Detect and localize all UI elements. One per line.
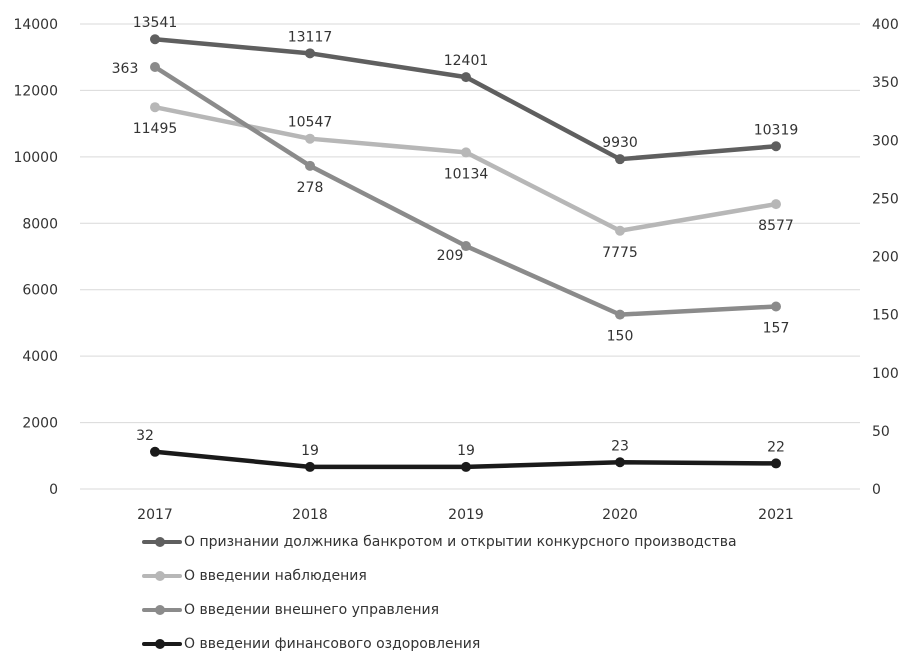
x-tick-label: 2019 [448,507,484,520]
data-label: 32 [136,428,154,444]
y-left-tick-label: 14000 [13,17,58,33]
data-point [461,461,471,472]
data-label: 12401 [444,53,489,69]
data-label: 278 [297,180,324,196]
data-label: 22 [767,439,785,455]
data-point [150,446,160,457]
data-label: 23 [611,438,629,454]
y-right-tick-label: 50 [872,424,890,440]
y-left-tick-label: 8000 [22,216,58,232]
data-label: 363 [112,61,139,77]
data-label: 11495 [133,121,178,137]
y-right-tick-label: 0 [872,482,881,498]
legend-marker-bankruptcy [140,532,184,552]
data-label: 7775 [602,245,638,261]
y-left-tick-label: 6000 [22,283,58,299]
line-chart: 0 2000 4000 6000 8000 10000 12000 14000 0 50 100 15… [13,15,899,520]
legend-label-bankruptcy: О признании должника банкротом и открыти… [184,534,737,550]
data-point [771,301,781,312]
data-label: 10547 [288,115,333,131]
x-tick-label: 2021 [758,507,794,520]
legend-marker-financial-recovery [140,634,184,654]
series-line [152,64,779,317]
data-label: 13117 [288,29,333,45]
data-point [461,241,471,252]
data-point [615,225,625,236]
legend-item-bankruptcy[interactable]: О признании должника банкротом и открыти… [140,532,737,552]
data-label: 13541 [133,15,178,31]
x-tick-label: 2017 [137,507,173,520]
data-point [615,154,625,165]
y-right-tick-label: 100 [872,366,899,382]
data-label: 9930 [602,135,638,151]
legend-label-external-management: О введении внешнего управления [184,602,440,618]
y-right-tick-label: 350 [872,75,899,91]
data-point [150,62,160,73]
data-point [305,461,315,472]
y-left-tick-label: 2000 [22,416,58,432]
data-point [615,309,625,320]
data-label: 157 [763,320,790,336]
legend-marker-external-management [140,600,184,620]
legend-item-financial-recovery[interactable]: О введении финансового оздоровления [140,634,480,654]
x-tick-label: 2018 [292,507,328,520]
y-left-tick-label: 4000 [22,349,58,365]
data-point [771,141,781,152]
data-point [150,34,160,45]
data-label: 10319 [754,122,799,138]
y-right-tick-label: 400 [872,17,899,33]
data-point [305,133,315,144]
data-label: 8577 [758,218,794,234]
data-label: 10134 [444,166,489,182]
legend-item-observation[interactable]: О введении наблюдения [140,566,367,586]
data-label: 209 [437,248,464,264]
data-point [771,199,781,210]
legend-item-external-management[interactable]: О введении внешнего управления [140,600,439,620]
data-point [305,160,315,171]
data-point [305,48,315,59]
data-point [771,458,781,469]
y-left-tick-label: 0 [49,482,58,498]
legend-marker-observation [140,566,184,586]
legend-label-financial-recovery: О введении финансового оздоровления [184,636,481,652]
y-right-tick-label: 300 [872,133,899,149]
y-right-tick-label: 250 [872,191,899,207]
data-point [615,457,625,468]
data-point [461,72,471,83]
data-label: 19 [301,443,319,459]
legend-label-observation: О введении наблюдения [184,568,367,584]
x-tick-label: 2020 [602,507,638,520]
data-point [461,147,471,158]
y-right-tick-label: 200 [872,250,899,266]
y-left-tick-label: 10000 [13,150,58,166]
data-label: 19 [457,443,475,459]
data-label: 150 [607,329,634,345]
y-left-tick-label: 12000 [13,83,58,99]
data-point [150,102,160,113]
y-right-tick-label: 150 [872,308,899,324]
